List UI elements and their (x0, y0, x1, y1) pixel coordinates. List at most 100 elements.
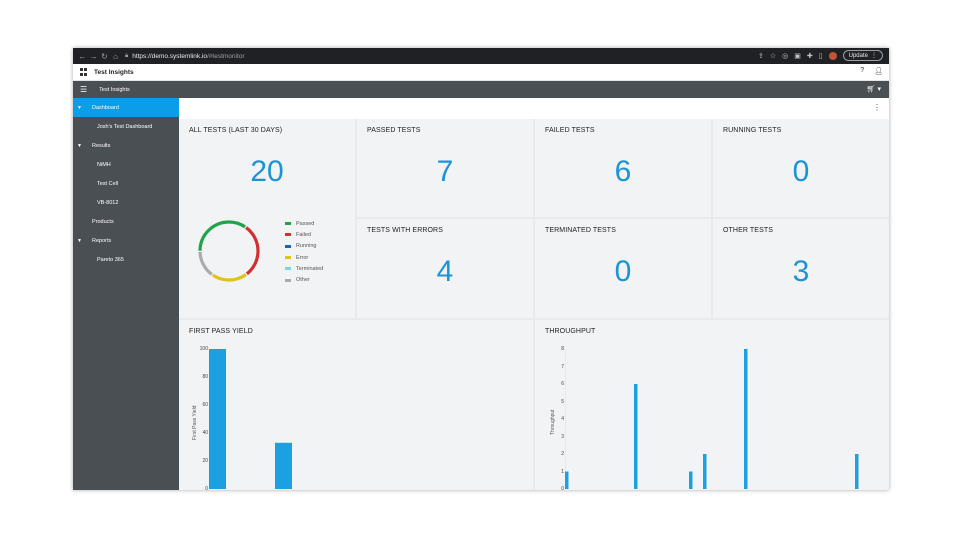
more-options-icon[interactable]: ⋮ (873, 103, 881, 112)
main-content: ⋮ ALL TESTS (LAST 30 DAYS) 20 Passed Fail… (179, 98, 889, 490)
sidebar-item-reports[interactable]: ▼ Reports (73, 231, 179, 250)
legend-swatch (285, 278, 291, 282)
first-pass-yield-chart (209, 349, 292, 489)
failed-tests-card[interactable]: FAILED TESTS 6 (535, 119, 711, 217)
donut-slice-passed[interactable] (198, 220, 260, 282)
card-title: ALL TESTS (LAST 30 DAYS) (189, 127, 283, 134)
sidebar-item-label: Pareto 365 (97, 256, 124, 263)
lock-icon: 🔒︎ (125, 52, 129, 59)
address-bar[interactable]: 🔒︎ https://demo.systemlink.io/#testmonit… (125, 53, 245, 60)
bar[interactable] (744, 349, 748, 489)
app-header: Test Insights ? 👤︎ (73, 64, 889, 81)
card-value: 7 (436, 155, 454, 188)
donut-slice-failed[interactable] (198, 220, 260, 282)
sidebar-item-products[interactable]: Products (73, 212, 179, 231)
sidebar-item-pareto-365[interactable]: Pareto 365 (73, 250, 179, 269)
bookmark-star-icon[interactable]: ☆ (769, 52, 777, 60)
dashboard-grid: ALL TESTS (LAST 30 DAYS) 20 Passed Failed… (179, 119, 889, 490)
card-value: 0 (792, 155, 810, 188)
y-tick-label: 40 (202, 430, 208, 436)
chevron-down-icon: ▼ (77, 104, 82, 111)
legend-swatch (285, 233, 291, 237)
reload-icon[interactable]: ↻ (101, 51, 108, 61)
sidebar-item-vb-8012[interactable]: VB-8012 (73, 193, 179, 212)
browser-bar: ← → ↻ ⌂ 🔒︎ https://demo.systemlink.io/#t… (73, 48, 889, 64)
bar[interactable] (634, 384, 638, 489)
sidebar-item-nimh[interactable]: NiMH (73, 155, 179, 174)
home-icon[interactable]: ⌂ (113, 51, 118, 61)
legend-label: Failed (296, 231, 311, 238)
chart-title: FIRST PASS YIELD (189, 328, 253, 335)
donut-slice-error[interactable] (198, 220, 260, 282)
extension-icon[interactable]: ◎ (782, 52, 789, 60)
apps-grid-icon[interactable] (80, 68, 88, 76)
terminated-tests-card[interactable]: TERMINATED TESTS 0 (535, 219, 711, 318)
legend-item: Error (285, 252, 323, 263)
other-tests-card[interactable]: OTHER TESTS 3 (713, 219, 889, 318)
app-title: Test Insights (94, 68, 134, 76)
bar[interactable] (855, 454, 859, 489)
chevron-down-icon: ▼ (77, 237, 82, 244)
url-path: /#testmonitor (206, 52, 245, 60)
forward-icon[interactable]: → (89, 51, 98, 61)
update-button[interactable]: Update ⋮ (842, 50, 883, 61)
sidepanel-icon[interactable]: ▯ (818, 52, 823, 60)
sidebar-item-joshs-test-dashboard[interactable]: Josh's Test Dashboard (73, 117, 179, 136)
back-icon[interactable]: ← (78, 51, 87, 61)
legend-item: Terminated (285, 263, 323, 274)
legend-item: Running (285, 241, 323, 252)
running-tests-card[interactable]: RUNNING TESTS 0 (713, 119, 889, 217)
sidebar-item-dashboard[interactable]: ▼ Dashboard (73, 98, 179, 117)
bar[interactable] (703, 454, 707, 489)
card-value: 20 (250, 155, 284, 188)
sidebar-item-label: Dashboard (92, 104, 119, 111)
y-tick-label: 3 (561, 433, 564, 440)
legend-swatch (285, 256, 291, 260)
browser-actions: ⇪ ☆ ◎ ▣ ✚ ▯ Update ⋮ (758, 50, 883, 61)
sidebar: ▼ Dashboard Josh's Test Dashboard ▼ Resu… (73, 98, 179, 490)
extension-icon[interactable]: ▣ (794, 52, 801, 60)
puzzle-icon[interactable]: ✚ (806, 52, 813, 60)
y-tick-label: 4 (561, 416, 564, 422)
more-vert-icon: ⋮ (871, 53, 877, 59)
y-tick-label: 80 (202, 374, 208, 380)
first-pass-yield-card[interactable]: FIRST PASS YIELD First Pass Yield 100 80 6… (179, 320, 533, 490)
bar[interactable] (275, 442, 292, 489)
hamburger-menu-icon[interactable]: ☰ (80, 85, 88, 94)
url-host: https://demo.systemlink.io (132, 52, 207, 60)
chart-title: THROUGHPUT (545, 328, 596, 335)
bar[interactable] (689, 471, 693, 490)
all-tests-card[interactable]: ALL TESTS (LAST 30 DAYS) 20 Passed Failed… (179, 119, 355, 318)
bar[interactable] (565, 471, 569, 490)
sidebar-item-test-cell[interactable]: Test Cell (73, 174, 179, 193)
sidebar-item-label: Josh's Test Dashboard (97, 123, 153, 130)
legend-label: Passed (296, 220, 315, 227)
card-title: RUNNING TESTS (723, 127, 782, 134)
card-value: 6 (614, 155, 632, 188)
share-icon[interactable]: ⇪ (758, 52, 764, 60)
y-axis-label: Throughput (550, 409, 556, 435)
bar[interactable] (209, 349, 226, 489)
cart-dropdown-icon[interactable]: 🛒︎ ▾ (866, 86, 881, 93)
tests-with-errors-card[interactable]: TESTS WITH ERRORS 4 (357, 219, 533, 318)
legend-label: Terminated (296, 265, 324, 272)
y-tick-label: 7 (561, 363, 564, 370)
y-tick-label: 60 (202, 402, 208, 408)
help-icon[interactable]: ? (860, 67, 865, 74)
card-title: PASSED TESTS (367, 127, 421, 134)
legend-item: Passed (285, 218, 323, 229)
legend-swatch (285, 222, 291, 226)
dashboard-toolbar: ⋮ (179, 98, 889, 119)
user-icon[interactable]: 👤︎ (874, 68, 883, 75)
sidebar-item-results[interactable]: ▼ Results (73, 136, 179, 155)
legend-item: Other (285, 274, 323, 285)
profile-avatar[interactable] (828, 51, 837, 60)
donut-legend: Passed Failed Running Error Terminated Other (285, 218, 323, 286)
toolbar-title: Test Insights (99, 86, 130, 93)
legend-swatch (285, 244, 291, 248)
y-tick-label: 1 (561, 468, 564, 475)
throughput-card[interactable]: THROUGHPUT Throughput 8 7 6 5 4 3 2 1 0 (535, 320, 889, 490)
y-tick-label: 0 (561, 486, 564, 490)
passed-tests-card[interactable]: PASSED TESTS 7 (357, 119, 533, 217)
card-title: TESTS WITH ERRORS (367, 227, 443, 234)
